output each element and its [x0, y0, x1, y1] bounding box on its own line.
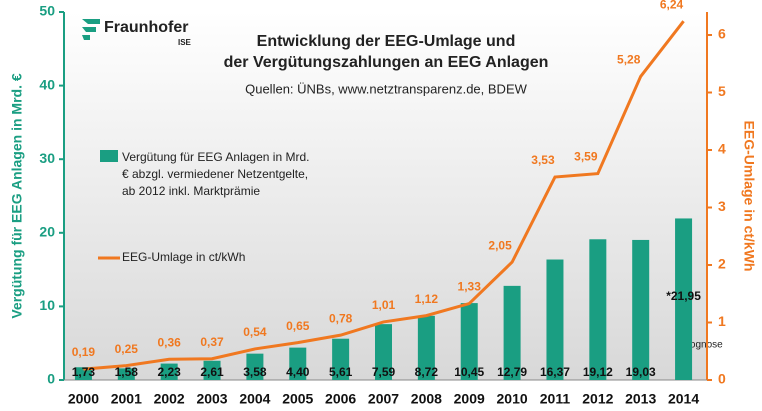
legend-swatch — [100, 150, 118, 162]
x-tick-label: 2010 — [497, 391, 528, 407]
bar — [289, 347, 307, 380]
x-tick-label: 2013 — [625, 391, 656, 407]
line-value-label: 0,54 — [243, 325, 267, 339]
y-tick-label: 40 — [39, 76, 55, 92]
bar — [74, 367, 92, 380]
y-tick-label: 50 — [39, 3, 55, 19]
y2-tick-label: 3 — [718, 198, 726, 214]
bar — [460, 303, 478, 380]
bar — [160, 363, 178, 380]
line-value-label: 0,65 — [286, 319, 310, 333]
line-value-label: 6,24 — [660, 0, 684, 11]
bar-value-label: 12,79 — [497, 365, 527, 379]
bar — [417, 315, 435, 380]
bar — [546, 259, 564, 380]
x-tick-label: 2012 — [582, 391, 613, 407]
y-tick-label: 30 — [39, 150, 55, 166]
bar — [675, 218, 693, 380]
bar-value-label: 2,23 — [157, 365, 181, 379]
x-tick-label: 2003 — [196, 391, 227, 407]
x-tick-label: 2007 — [368, 391, 399, 407]
bar-value-label: 3,58 — [243, 365, 267, 379]
bar-value-label: 1,58 — [115, 365, 139, 379]
bar-value-label: 5,61 — [329, 365, 353, 379]
bar — [632, 239, 650, 380]
y-tick-label: 10 — [39, 297, 55, 313]
line-value-label: 0,78 — [329, 311, 353, 325]
logo-unit: ISE — [178, 38, 192, 47]
line — [83, 20, 685, 371]
x-tick-label: 2014 — [668, 391, 699, 407]
y2-tick-label: 0 — [718, 371, 726, 387]
bar-value-label: 8,72 — [415, 365, 439, 379]
x-tick-label: 2002 — [154, 391, 185, 407]
bar — [589, 239, 607, 380]
line-value-label: 5,28 — [617, 53, 641, 67]
bar-value-label: 10,45 — [454, 365, 484, 379]
bar — [332, 338, 350, 380]
x-tick-label: 2004 — [239, 391, 270, 407]
line-value-label: 1,01 — [372, 298, 396, 312]
annotation: *Prognose — [676, 340, 723, 351]
x-tick-label: 2001 — [111, 391, 142, 407]
bar-value-label: 16,37 — [540, 365, 570, 379]
bar — [503, 285, 521, 380]
bar — [117, 368, 135, 380]
chart-subtitle: Quellen: ÜNBs, www.netztransparenz.de, B… — [245, 81, 528, 96]
legend-entry: Vergütung für EEG Anlagen in Mrd. € abzg… — [122, 150, 310, 198]
y-axis-title: Vergütung für EEG Anlagen in Mrd. € — [9, 73, 25, 318]
line-value-label: 0,36 — [157, 335, 181, 349]
bar-value-label: 4,40 — [286, 365, 310, 379]
bar-value-label: 19,12 — [583, 365, 613, 379]
x-tick-label: 2009 — [454, 391, 485, 407]
y2-tick-label: 6 — [718, 26, 726, 42]
chart-title: der Vergütungszahlungen an EEG Anlagen — [224, 54, 549, 71]
line-value-label: 3,59 — [574, 150, 598, 164]
line-value-label: 0,37 — [200, 335, 224, 349]
x-tick-label: 2008 — [411, 391, 442, 407]
bar — [246, 353, 264, 380]
y2-tick-label: 4 — [718, 141, 726, 157]
bar-value-label: 1,73 — [72, 365, 96, 379]
x-tick-label: 2006 — [325, 391, 356, 407]
bar — [375, 324, 392, 380]
line-value-label: 0,25 — [115, 342, 139, 356]
y2-tick-label: 5 — [718, 83, 726, 99]
legend-entry: EEG-Umlage in ct/kWh — [122, 250, 246, 264]
chart-title: Entwicklung der EEG-Umlage und — [257, 33, 516, 50]
y2-axis-title: EEG-Umlage in ct/kWh — [741, 121, 757, 272]
line-value-label: 1,33 — [458, 280, 482, 294]
y-tick-label: 0 — [47, 371, 55, 387]
logo-mark — [82, 19, 100, 40]
logo-text: Fraunhofer — [104, 19, 188, 36]
line-value-label: 2,05 — [488, 238, 512, 252]
line-value-label: 1,12 — [415, 292, 439, 306]
line-value-label: 0,19 — [72, 345, 96, 359]
x-tick-label: 2005 — [282, 391, 313, 407]
line-value-label: 3,53 — [531, 153, 555, 167]
y2-tick-label: 1 — [718, 313, 726, 329]
bar-value-label: 2,61 — [200, 365, 224, 379]
bar-value-label: 19,03 — [626, 365, 656, 379]
bar-value-label: *21,95 — [666, 289, 701, 303]
y-tick-label: 20 — [39, 224, 55, 240]
bar-value-label: 7,59 — [372, 365, 396, 379]
y2-tick-label: 2 — [718, 256, 726, 272]
bar — [203, 360, 221, 380]
x-tick-label: 2011 — [540, 391, 571, 407]
x-tick-label: 2000 — [68, 391, 99, 407]
